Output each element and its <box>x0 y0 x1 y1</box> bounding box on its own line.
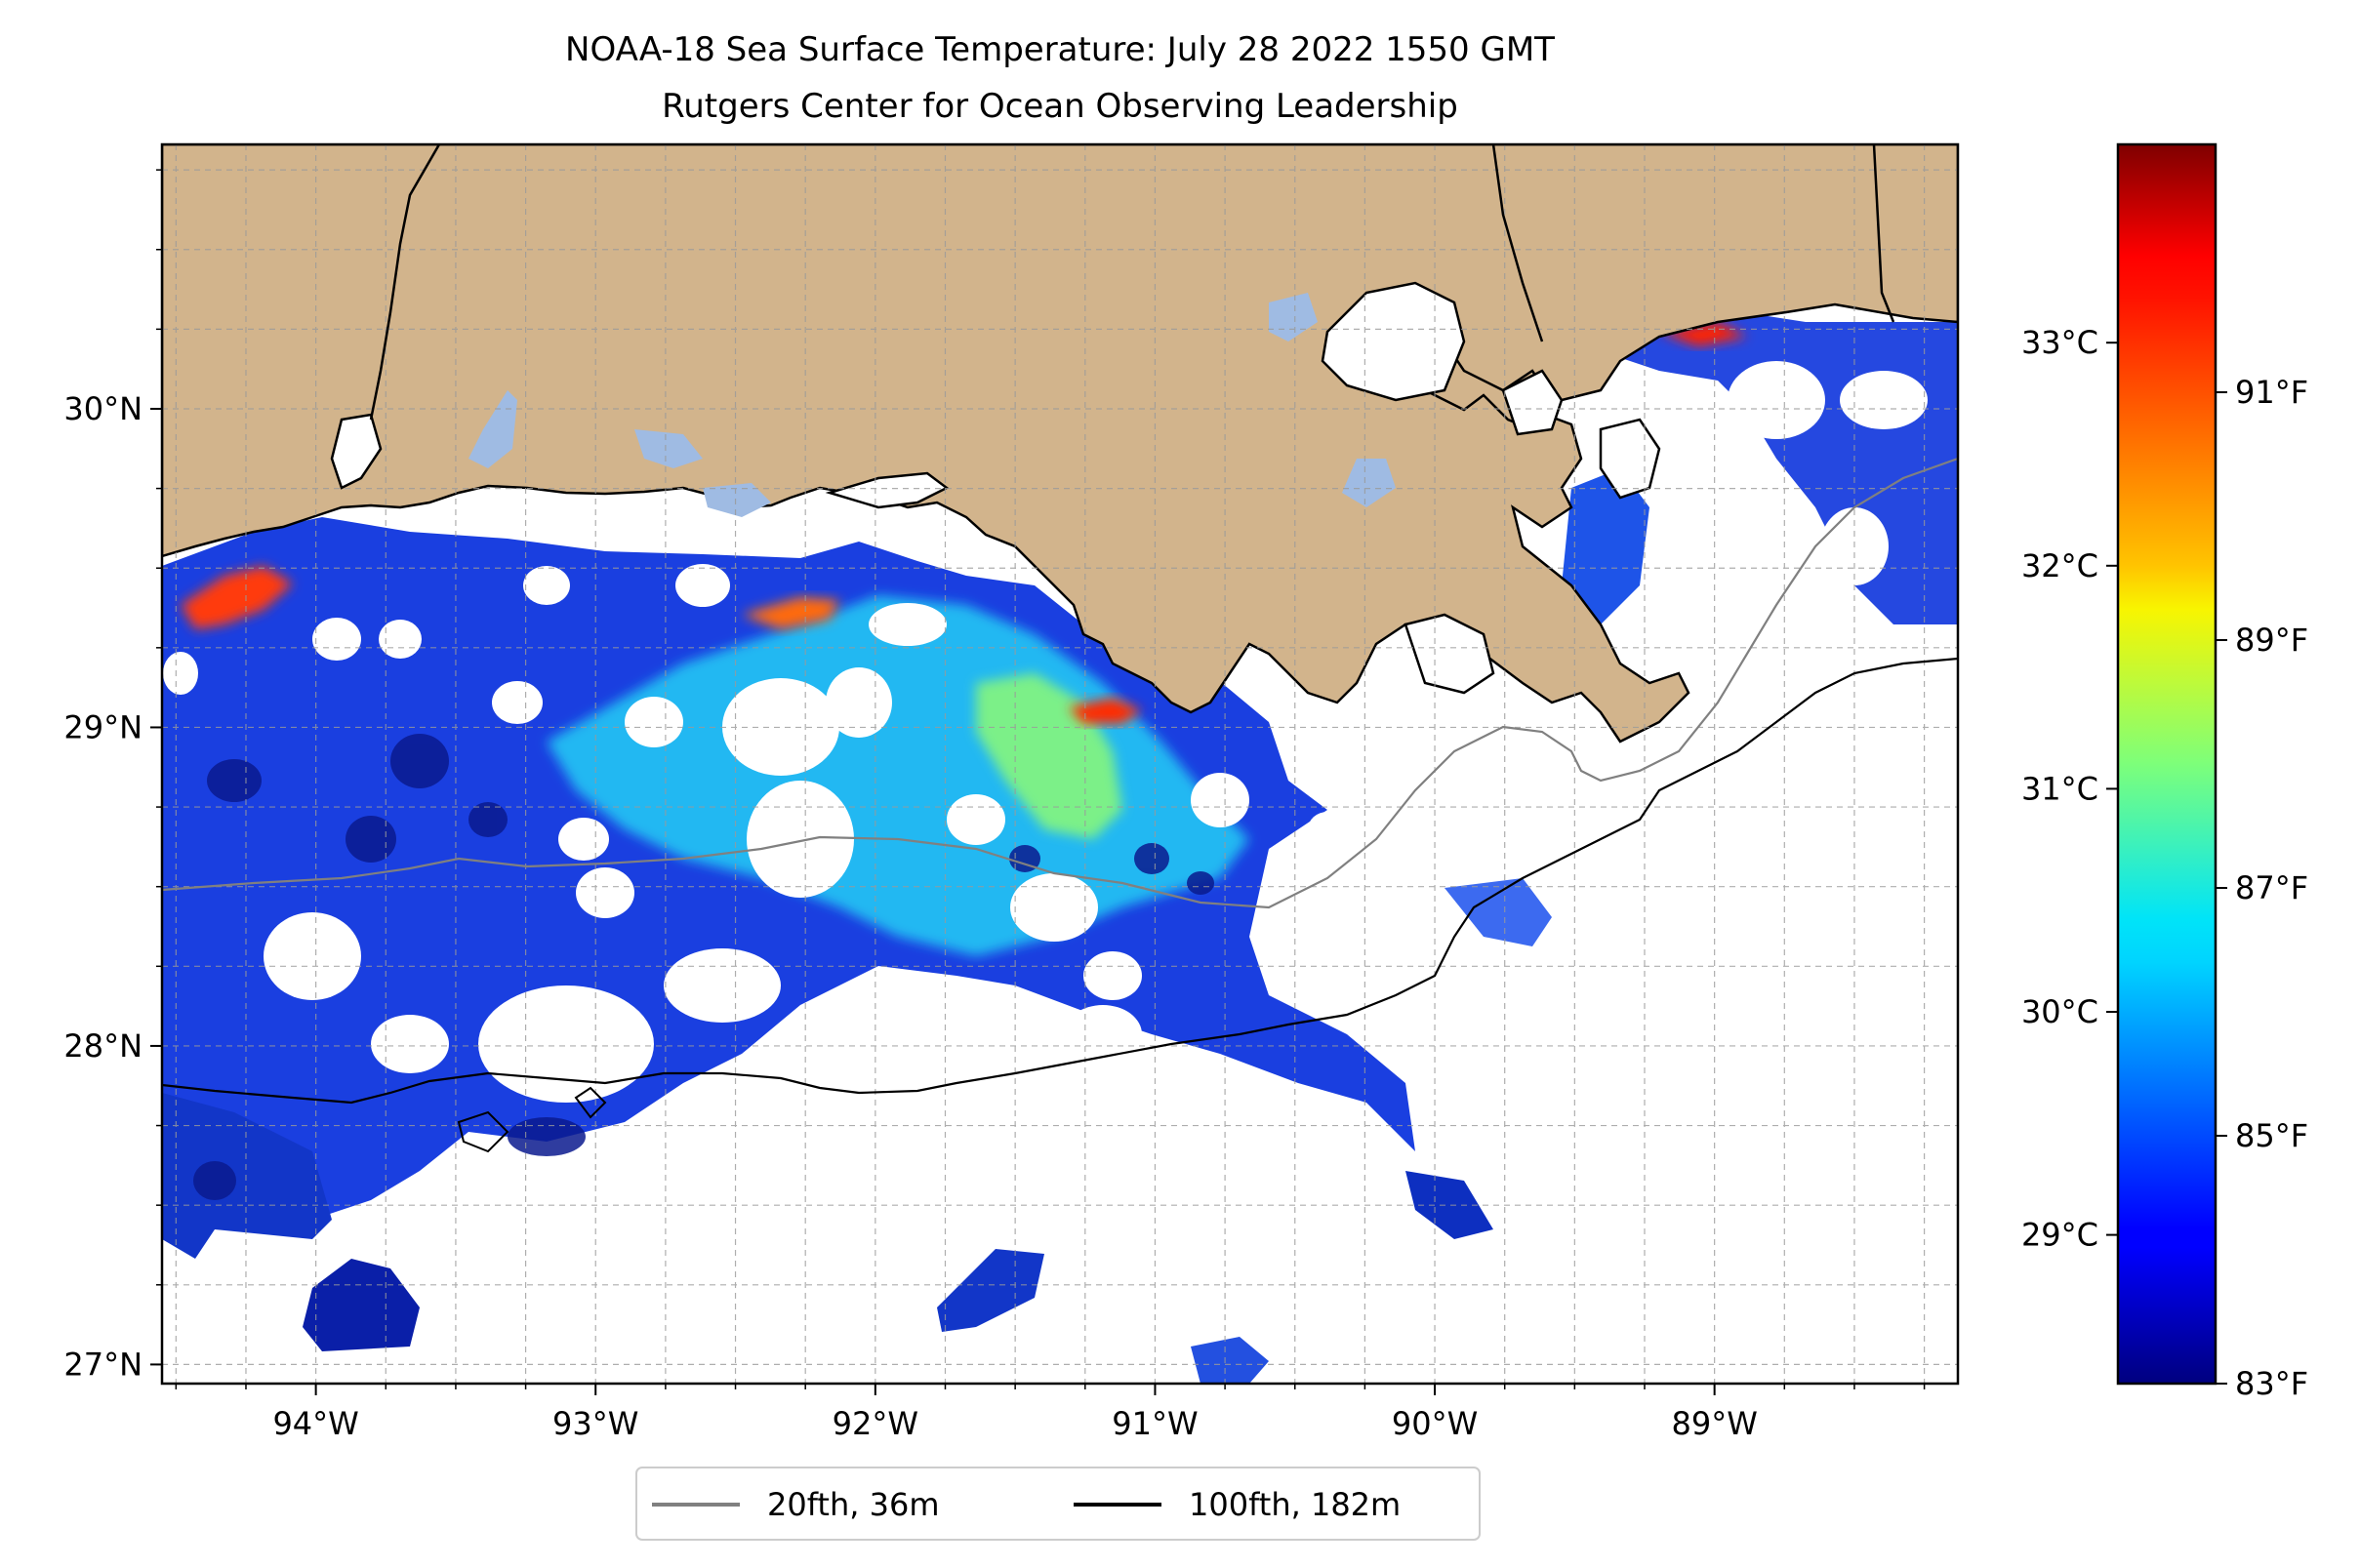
sst-warm-shelf-band <box>547 595 1249 956</box>
cloud-gap <box>625 697 683 747</box>
sst-field <box>162 302 1958 1384</box>
barataria-bay <box>1404 613 1495 695</box>
longitude-ticks: 94°W 93°W 92°W 91°W 90°W 89°W <box>175 1384 1926 1442</box>
lat-tick-label: 30°N <box>63 390 142 427</box>
lat-tick-label: 29°N <box>63 708 142 745</box>
cloud-gap <box>1191 773 1249 827</box>
title-line-1: NOAA-18 Sea Surface Temperature: July 28… <box>565 30 1555 69</box>
lake-pontchartrain <box>1321 281 1466 402</box>
colorbar-c-label: 30°C <box>2021 993 2098 1030</box>
white-lake <box>703 483 771 517</box>
cool-spot <box>1134 843 1169 874</box>
sst-offshore-patch-3 <box>1191 1337 1269 1384</box>
lat-tick-label: 28°N <box>63 1027 142 1065</box>
cloud-gap <box>722 678 839 776</box>
cloud-gap <box>312 618 361 661</box>
cloud-gap <box>869 603 947 646</box>
cool-spots <box>193 734 1214 1200</box>
cloud-gap <box>747 781 854 898</box>
cloud-gap <box>1064 1005 1142 1064</box>
isobath-100fth <box>162 657 1958 1105</box>
isobath-20fth <box>162 457 1958 909</box>
cloud-gap <box>1083 951 1142 1000</box>
lon-tick-label: 91°W <box>1112 1405 1198 1442</box>
sst-west-extension <box>162 1093 332 1259</box>
lon-tick-label: 90°W <box>1392 1405 1478 1442</box>
colorbar-f-label: 89°F <box>2235 622 2308 659</box>
lon-tick-label: 94°W <box>272 1405 358 1442</box>
sst-warm-coastal-west <box>181 566 293 629</box>
title-line-2: Rutgers Center for Ocean Observing Leade… <box>662 87 1458 126</box>
cool-spot <box>193 1161 236 1200</box>
river-border-west <box>369 144 441 421</box>
cloud-gap <box>379 620 422 659</box>
lon-tick-label: 89°W <box>1671 1405 1757 1442</box>
sst-warm-coastal-atchafalaya <box>1069 698 1142 724</box>
lon-tick-label: 93°W <box>552 1405 638 1442</box>
latitude-ticks: 27°N 28°N 29°N 30°N <box>63 169 162 1383</box>
colorbar-f-label: 83°F <box>2235 1365 2308 1402</box>
cloud-gap <box>523 566 570 605</box>
cloud-gap <box>675 564 730 607</box>
colorbar-c-label: 32°C <box>2021 547 2098 584</box>
colorbar-f-label: 85°F <box>2235 1117 2308 1154</box>
legend: 20fth, 36m 100fth, 182m <box>635 1467 1481 1541</box>
cloud-gap <box>820 1015 937 1093</box>
cloud-gap <box>1308 812 1347 847</box>
legend-label-20fth: 20fth, 36m <box>767 1486 939 1523</box>
cloud-gap <box>492 681 543 724</box>
sst-delta-patch <box>1562 468 1649 624</box>
isobath-100fth-loop-2 <box>574 1086 607 1119</box>
colorbar-f-label: 87°F <box>2235 869 2308 906</box>
gridlines <box>162 144 1958 1384</box>
cloud-gap <box>264 912 361 1000</box>
cloud-gap <box>558 818 609 861</box>
colorbar-fahrenheit-ticks: 83°F 85°F 87°F 89°F 91°F <box>2216 374 2308 1402</box>
cloud-gap <box>163 652 198 695</box>
colorbar: 83°F 85°F 87°F 89°F 91°F 29°C 30°C 31°C 32°C 33°… <box>2021 142 2308 1402</box>
cloud-gap <box>1010 873 1098 942</box>
cloud-gap <box>1840 371 1928 429</box>
legend-label-100fth: 100fth, 182m <box>1189 1486 1401 1523</box>
colorbar-c-label: 33°C <box>2021 324 2098 361</box>
river-border-east <box>1491 144 1544 342</box>
map-frame <box>160 142 1960 1386</box>
sst-south-patch <box>1405 1171 1493 1239</box>
lake-salvador <box>1342 459 1396 507</box>
colorbar-c-label: 31°C <box>2021 770 2098 807</box>
colorbar-f-label: 91°F <box>2235 374 2308 411</box>
sst-offshore-patch-2 <box>937 1249 1044 1332</box>
cool-spot <box>207 759 262 802</box>
cloud-gap <box>664 948 781 1023</box>
grand-lake <box>634 429 703 468</box>
lon-tick-label: 92°W <box>833 1405 918 1442</box>
lake-borgne <box>1501 369 1564 436</box>
map-panel <box>162 144 1958 1384</box>
state-border <box>1872 144 1895 323</box>
cloud-gap <box>478 985 654 1103</box>
cloud-gap <box>576 867 634 918</box>
cloud-gap <box>1728 361 1825 439</box>
cool-spot <box>346 816 396 863</box>
calcasieu-lake <box>468 390 517 468</box>
cloud-gap <box>947 794 1005 845</box>
isobath-100fth-loop <box>457 1110 509 1153</box>
legend-box <box>635 1467 1481 1541</box>
cool-spot <box>390 734 449 788</box>
sst-warm-coastal-mid <box>742 597 839 629</box>
cool-spot <box>1187 871 1214 895</box>
cool-spot <box>508 1117 586 1156</box>
sst-southeast-patch <box>1444 878 1552 946</box>
lat-tick-label: 27°N <box>63 1346 142 1383</box>
colorbar-gradient <box>2116 142 2218 1386</box>
colorbar-c-label: 29°C <box>2021 1217 2098 1254</box>
sst-offshore-patch-1 <box>303 1259 420 1351</box>
cool-spot <box>468 802 508 837</box>
colorbar-celsius-ticks: 29°C 30°C 31°C 32°C 33°C <box>2021 324 2118 1254</box>
cloud-gap <box>371 1015 449 1073</box>
